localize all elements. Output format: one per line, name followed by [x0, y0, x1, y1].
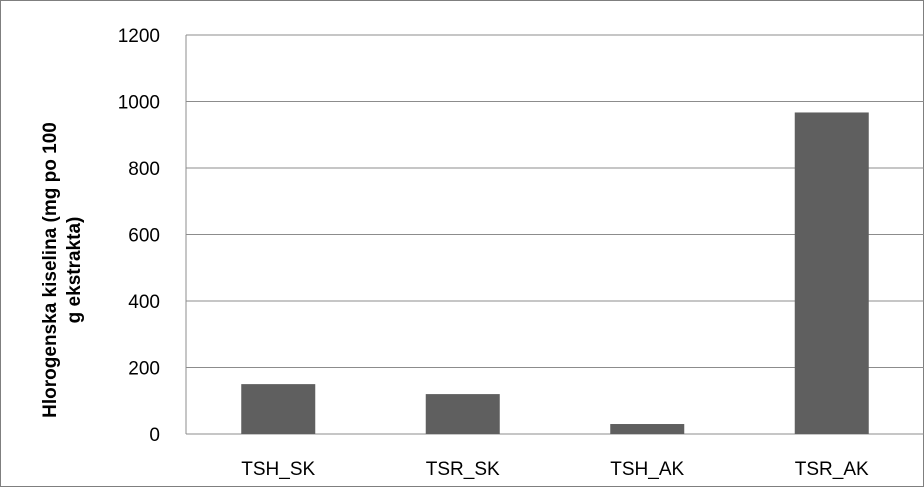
- y-tick-labels: 0 200 400 600 800 1000 1200: [118, 26, 160, 446]
- y-tick-label-400: 400: [128, 292, 160, 313]
- y-axis-label-line-1: Hlorogenska kiselina (mg po 100: [40, 122, 61, 418]
- y-axis-label: Hlorogenska kiselina (mg po 100 g ekstra…: [40, 122, 85, 418]
- y-axis-label-line-2: g ekstrakta): [64, 217, 85, 324]
- bar-tsr-sk: [426, 394, 500, 434]
- y-tick-label-0: 0: [149, 425, 160, 446]
- x-tick-label-tsh-sk: TSH_SK: [241, 459, 315, 480]
- bars: [241, 112, 869, 434]
- y-tick-label-600: 600: [128, 226, 160, 247]
- bar-tsh-ak: [610, 424, 684, 434]
- y-tick-label-800: 800: [128, 159, 160, 180]
- y-tick-label-200: 200: [128, 359, 160, 380]
- x-tick-label-tsr-ak: TSR_AK: [795, 459, 869, 480]
- x-tick-label-tsr-sk: TSR_SK: [426, 459, 500, 480]
- x-tick-label-tsh-ak: TSH_AK: [610, 459, 684, 480]
- bar-tsh-sk: [241, 384, 315, 434]
- y-tick-label-1200: 1200: [118, 26, 160, 47]
- y-tick-label-1000: 1000: [118, 93, 160, 114]
- x-tick-labels: TSH_SK TSR_SK TSH_AK TSR_AK: [241, 459, 869, 480]
- bar-tsr-ak: [795, 112, 869, 434]
